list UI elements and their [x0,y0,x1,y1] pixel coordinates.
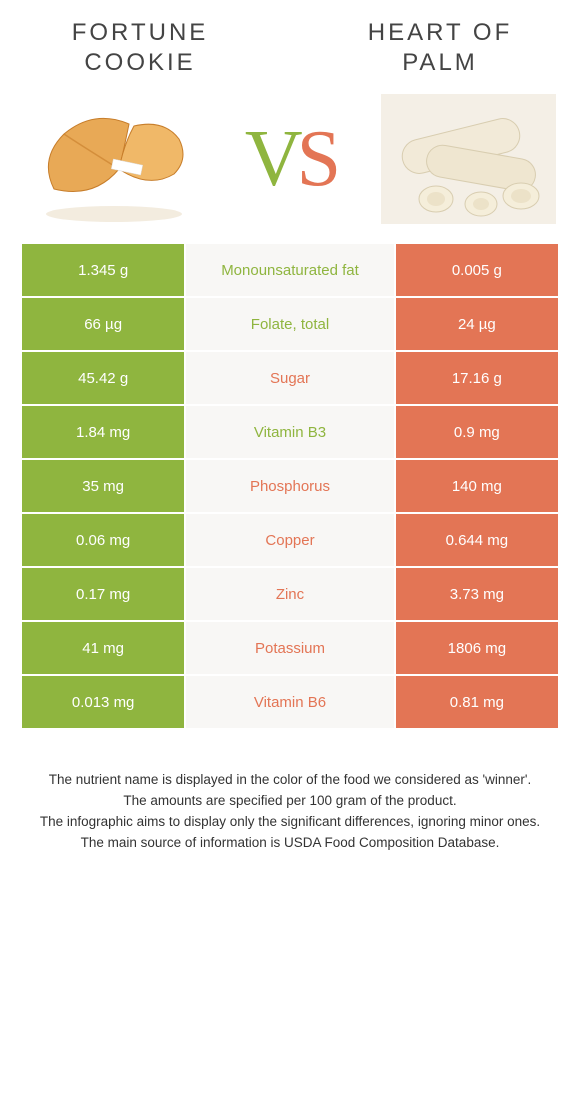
table-row: 0.013 mgVitamin B60.81 mg [21,675,559,729]
left-food-title: FORTUNE COOKIE [30,18,250,78]
nutrient-name: Potassium [185,621,394,675]
heart-of-palm-icon [381,94,556,224]
left-value: 35 mg [21,459,185,513]
footnote: The nutrient name is displayed in the co… [0,730,580,854]
left-value: 1.84 mg [21,405,185,459]
footnote-line: The infographic aims to display only the… [12,812,568,833]
nutrient-name: Zinc [185,567,394,621]
nutrient-name: Monounsaturated fat [185,243,394,297]
table-row: 1.345 gMonounsaturated fat0.005 g [21,243,559,297]
right-value: 17.16 g [395,351,559,405]
left-value: 0.013 mg [21,675,185,729]
table-row: 1.84 mgVitamin B30.9 mg [21,405,559,459]
right-value: 0.81 mg [395,675,559,729]
left-value: 0.06 mg [21,513,185,567]
table-row: 0.17 mgZinc3.73 mg [21,567,559,621]
right-value: 1806 mg [395,621,559,675]
footnote-line: The amounts are specified per 100 gram o… [12,791,568,812]
nutrient-name: Folate, total [185,297,394,351]
table-row: 45.42 gSugar17.16 g [21,351,559,405]
left-value: 41 mg [21,621,185,675]
nutrition-table: 1.345 gMonounsaturated fat0.005 g66 µgFo… [20,242,560,730]
right-value: 3.73 mg [395,567,559,621]
nutrient-name: Copper [185,513,394,567]
right-value: 140 mg [395,459,559,513]
table-row: 41 mgPotassium1806 mg [21,621,559,675]
table-row: 66 µgFolate, total24 µg [21,297,559,351]
vs-s: S [297,115,336,203]
right-value: 0.644 mg [395,513,559,567]
left-value: 45.42 g [21,351,185,405]
table-row: 0.06 mgCopper0.644 mg [21,513,559,567]
right-food-title: HEART OF PALM [330,18,550,78]
header: FORTUNE COOKIE HEART OF PALM [0,0,580,88]
right-value: 24 µg [395,297,559,351]
table-row: 35 mgPhosphorus140 mg [21,459,559,513]
nutrient-name: Vitamin B3 [185,405,394,459]
left-value: 66 µg [21,297,185,351]
right-value: 0.9 mg [395,405,559,459]
right-value: 0.005 g [395,243,559,297]
nutrient-name: Sugar [185,351,394,405]
vs-v: V [245,115,297,203]
nutrient-name: Phosphorus [185,459,394,513]
nutrient-name: Vitamin B6 [185,675,394,729]
left-value: 0.17 mg [21,567,185,621]
images-row: VS [0,88,580,242]
left-value: 1.345 g [21,243,185,297]
vs-label: VS [245,119,335,199]
footnote-line: The main source of information is USDA F… [12,833,568,854]
footnote-line: The nutrient name is displayed in the co… [12,770,568,791]
fortune-cookie-icon [24,94,199,224]
